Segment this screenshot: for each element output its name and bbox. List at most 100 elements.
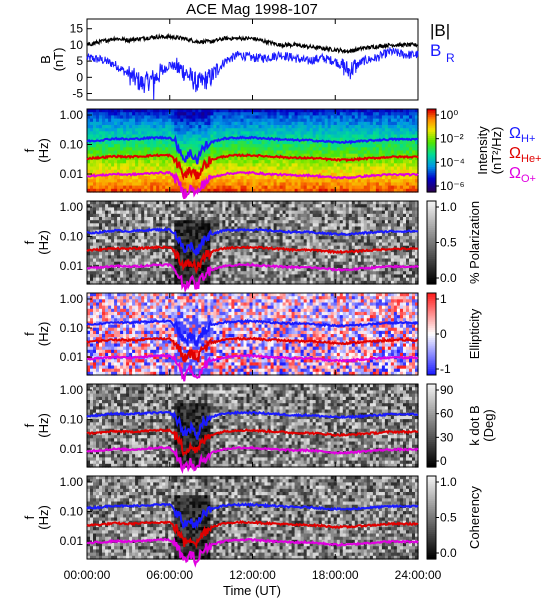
- spectrogram-cell: [318, 255, 323, 260]
- spectrogram-cell: [138, 121, 142, 126]
- spectrogram-cell: [123, 232, 127, 237]
- spectrogram-cell: [96, 242, 100, 247]
- spectrogram-cell: [276, 169, 281, 174]
- spectrogram-cell: [315, 277, 320, 282]
- spectrogram-cell: [126, 115, 130, 120]
- colorbar-segment: [427, 133, 436, 137]
- spectrogram-cell: [267, 121, 272, 126]
- spectrogram-cell: [198, 220, 202, 224]
- spectrogram-cell: [210, 121, 214, 126]
- spectrogram-cell: [171, 213, 175, 218]
- spectrogram-cell: [315, 128, 320, 132]
- spectrogram-cell: [261, 134, 266, 139]
- spectrogram-cell: [165, 271, 169, 275]
- spectrogram-cell: [252, 182, 257, 187]
- spectrogram-cell: [357, 153, 362, 158]
- spectrogram-cell: [249, 150, 254, 155]
- spectrogram-cell: [111, 169, 115, 174]
- spectrogram-cell: [156, 163, 160, 168]
- colorbar-segment: [427, 129, 436, 133]
- spectrogram-cell: [369, 115, 374, 120]
- spectrogram-cell: [102, 182, 106, 187]
- spectrogram-cell: [192, 112, 196, 116]
- spectrogram-cell: [369, 163, 374, 168]
- spectrogram-cell: [393, 140, 398, 145]
- spectrogram-cell: [309, 109, 314, 113]
- spectrogram-cell: [237, 210, 242, 215]
- spectrogram-cell: [93, 220, 97, 224]
- spectrogram-cell: [406, 182, 410, 187]
- spectrogram-cell: [138, 220, 142, 224]
- spectrogram-cell: [339, 118, 344, 123]
- spectrogram-cell: [165, 242, 169, 247]
- spectrogram-cell: [132, 258, 136, 263]
- spectrogram-cell: [219, 268, 223, 272]
- spectrogram-cell: [156, 137, 160, 142]
- spectrogram-cell: [375, 115, 380, 120]
- spectrogram-cell: [99, 261, 103, 266]
- spectrogram-cell: [129, 201, 133, 205]
- spectrogram-cell: [132, 223, 136, 228]
- spectrogram-cell: [198, 166, 202, 171]
- spectrogram-cell: [153, 131, 157, 136]
- spectrogram-cell: [252, 274, 257, 279]
- spectrogram-cell: [288, 163, 293, 168]
- spectrogram-cell: [297, 163, 302, 168]
- spectrogram-cell: [117, 274, 121, 279]
- spectrogram-cell: [372, 169, 377, 174]
- spectrogram-cell: [321, 147, 326, 152]
- spectrogram-cell: [228, 134, 232, 139]
- spectrogram-cell: [273, 252, 278, 256]
- spectrogram-cell: [123, 268, 127, 272]
- spectrogram-cell: [186, 255, 190, 260]
- spectrogram-cell: [213, 185, 217, 190]
- spectrogram-cell: [369, 109, 374, 113]
- spectrogram-cell: [93, 229, 97, 234]
- spectrogram-cell: [252, 147, 257, 152]
- spectrogram-cell: [303, 188, 308, 193]
- spectrogram-cell: [141, 217, 145, 221]
- spectrogram-cell: [108, 277, 112, 282]
- spectrogram-cell: [102, 109, 106, 113]
- spectrogram-cell: [369, 176, 374, 180]
- spectrogram-cell: [126, 125, 130, 129]
- spectrogram-cell: [273, 160, 278, 164]
- spectrogram-cell: [159, 252, 163, 256]
- spectrogram-cell: [132, 166, 136, 171]
- spectrogram-cell: [243, 176, 248, 180]
- spectrogram-cell: [234, 252, 238, 256]
- spectrogram-cell: [117, 140, 121, 145]
- spectrogram-cell: [216, 131, 220, 136]
- spectrogram-cell: [309, 140, 314, 145]
- spectrogram-cell: [273, 118, 278, 123]
- spectrogram-cell: [237, 271, 242, 275]
- spectrogram-cell: [318, 245, 323, 250]
- spectrogram-cell: [231, 163, 235, 168]
- spectrogram-cell: [153, 242, 157, 247]
- spectrogram-cell: [412, 121, 416, 126]
- spectrogram-cell: [396, 140, 401, 145]
- spectrogram-cell: [403, 144, 407, 148]
- spectrogram-cell: [406, 188, 410, 193]
- y-tick-label: 0: [76, 70, 83, 84]
- spectrogram-cell: [114, 134, 118, 139]
- spectrogram-cell: [297, 264, 302, 269]
- spectrogram-cell: [120, 160, 124, 164]
- spectrogram-cell: [219, 220, 223, 224]
- spectrogram-cell: [348, 147, 353, 152]
- spectrogram-cell: [291, 188, 296, 193]
- spectrogram-cell: [354, 109, 359, 113]
- spectrogram-cell: [351, 172, 356, 177]
- spectrogram-cell: [285, 268, 290, 272]
- spectrogram-cell: [219, 239, 223, 244]
- spectrogram-cell: [129, 109, 133, 113]
- spectrogram-cell: [177, 134, 181, 139]
- spectrogram-cell: [300, 268, 305, 272]
- spectrogram-cell: [213, 150, 217, 155]
- spectrogram-cell: [375, 121, 380, 126]
- spectrogram-cell: [381, 140, 386, 145]
- spectrogram-cell: [237, 207, 242, 212]
- spectrogram-cell: [381, 166, 386, 171]
- spectrogram-cell: [267, 271, 272, 275]
- spectrogram-cell: [198, 280, 202, 285]
